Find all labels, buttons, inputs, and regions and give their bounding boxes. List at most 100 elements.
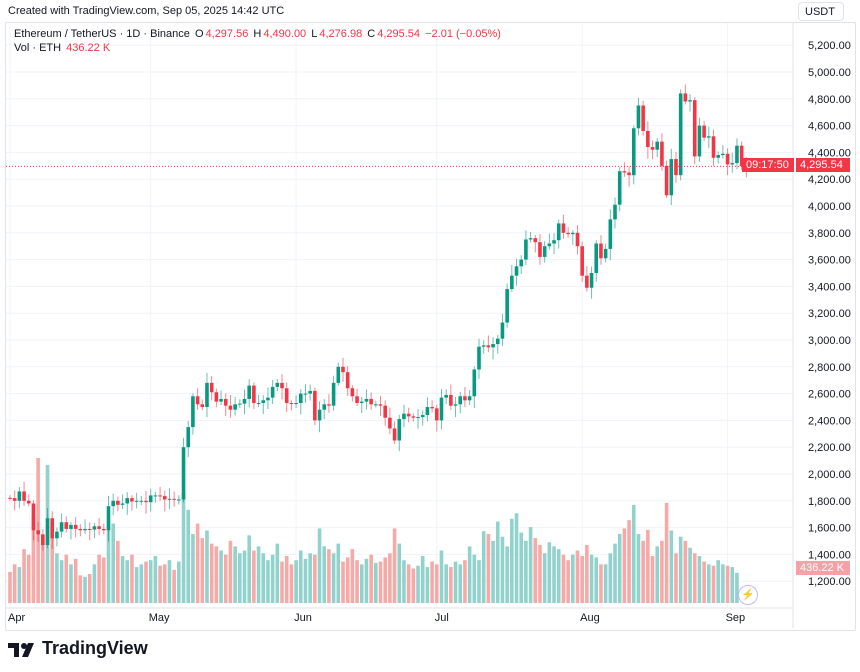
created-with-caption: Created with TradingView.com, Sep 05, 20… <box>8 5 285 17</box>
volume-bar <box>111 523 115 603</box>
volume-bar <box>472 554 477 603</box>
candle-body <box>702 125 706 138</box>
volume-bar <box>547 542 552 603</box>
volume-bar <box>116 540 120 603</box>
volume-bar <box>162 564 167 603</box>
volume-bar <box>26 554 31 603</box>
candle-body <box>92 526 97 530</box>
candle-body <box>556 223 561 241</box>
volume-bar <box>561 554 566 603</box>
y-tick-label: 5,000.00 <box>808 67 851 79</box>
volume-bar <box>345 557 350 603</box>
volume-bar <box>336 543 341 603</box>
candle-body <box>374 404 378 406</box>
candle-body <box>41 534 45 546</box>
volume-bar <box>716 560 720 603</box>
volume-bar <box>383 557 387 603</box>
volume-bar <box>144 561 148 603</box>
volume-bar <box>538 545 542 603</box>
volume-bar <box>707 564 711 603</box>
candle-body <box>430 407 434 409</box>
candle-body <box>106 506 111 531</box>
candle-body <box>383 405 387 418</box>
low-label: L <box>311 28 318 40</box>
candle-body <box>280 382 284 389</box>
lightning-icon[interactable]: ⚡ <box>738 585 758 605</box>
volume-bar <box>17 567 22 603</box>
candle-body <box>439 397 444 421</box>
candle-body <box>500 322 505 339</box>
symbol-name[interactable]: Ethereum / TetherUS · 1D · Binance <box>14 28 190 40</box>
volume-bar <box>266 560 270 603</box>
candle-body <box>603 248 608 259</box>
y-tick-label: 1,200.00 <box>808 576 851 588</box>
last-price-tag: 4,295.54 <box>796 158 850 172</box>
candle-body <box>575 232 580 247</box>
volume-bar <box>692 553 697 603</box>
volume-bar <box>477 560 481 603</box>
volume-bar <box>585 545 589 603</box>
volume-bar <box>317 528 322 603</box>
y-tick-label: 3,800.00 <box>808 228 851 240</box>
candle-body <box>125 498 130 504</box>
volume-bar <box>439 550 444 603</box>
candle-body <box>261 400 266 403</box>
volume-tag: 436.22 K <box>796 561 850 575</box>
volume-bar <box>388 553 392 603</box>
candle-body <box>364 398 369 402</box>
volume-label[interactable]: Vol · ETH <box>14 42 62 54</box>
volume-bar <box>78 575 83 603</box>
volume-bar <box>566 560 570 603</box>
candle-body <box>735 145 739 164</box>
volume-bar <box>261 553 266 603</box>
last-price: 4,295.54 <box>800 159 843 171</box>
volume-bar <box>294 560 298 603</box>
candle-body <box>289 402 294 404</box>
candle-body <box>64 522 69 529</box>
candle-body <box>331 382 336 406</box>
y-tick-label: 4,400.00 <box>808 147 851 159</box>
candle-body <box>613 204 617 220</box>
volume-bar <box>402 560 406 603</box>
volume-bar <box>350 549 355 603</box>
volume-bar <box>139 564 144 603</box>
open-label: O <box>194 28 204 40</box>
candle-body <box>303 393 308 395</box>
candle-body <box>697 125 702 157</box>
volume-bar <box>594 557 599 603</box>
y-tick-label: 4,000.00 <box>808 201 851 213</box>
volume-bar <box>209 543 214 603</box>
candle-body <box>674 159 678 176</box>
volume-bar <box>97 554 101 603</box>
candle-body <box>392 428 397 441</box>
currency-button[interactable]: USDT <box>798 2 844 21</box>
bar-countdown: 09:17:50 <box>746 159 789 171</box>
candle-body <box>144 500 148 503</box>
volume-bar <box>533 538 538 603</box>
volume-bar <box>556 549 561 603</box>
candle-body <box>186 427 191 448</box>
candle-body <box>158 495 162 497</box>
chart-frame <box>5 22 856 631</box>
volume-bar <box>617 533 622 603</box>
ohlc-row: Ethereum / TetherUS · 1D · Binance O 4,29… <box>14 27 503 41</box>
volume-bar <box>12 564 17 603</box>
volume-bar <box>181 492 186 603</box>
volume-bar <box>481 531 486 603</box>
volume-bar <box>463 560 467 603</box>
candle-body <box>631 128 636 176</box>
volume-bar <box>467 546 472 603</box>
logo-text: TradingView <box>42 638 148 658</box>
volume-bar <box>721 564 725 603</box>
volume-bar <box>416 565 420 603</box>
y-tick-label: 2,200.00 <box>808 442 851 454</box>
candle-body <box>510 275 514 290</box>
volume-bar <box>683 540 688 603</box>
candle-body <box>17 491 22 501</box>
volume-bar <box>711 565 716 603</box>
candle-body <box>669 159 674 196</box>
candle-body <box>477 346 481 370</box>
y-tick-label: 5,200.00 <box>808 40 851 52</box>
